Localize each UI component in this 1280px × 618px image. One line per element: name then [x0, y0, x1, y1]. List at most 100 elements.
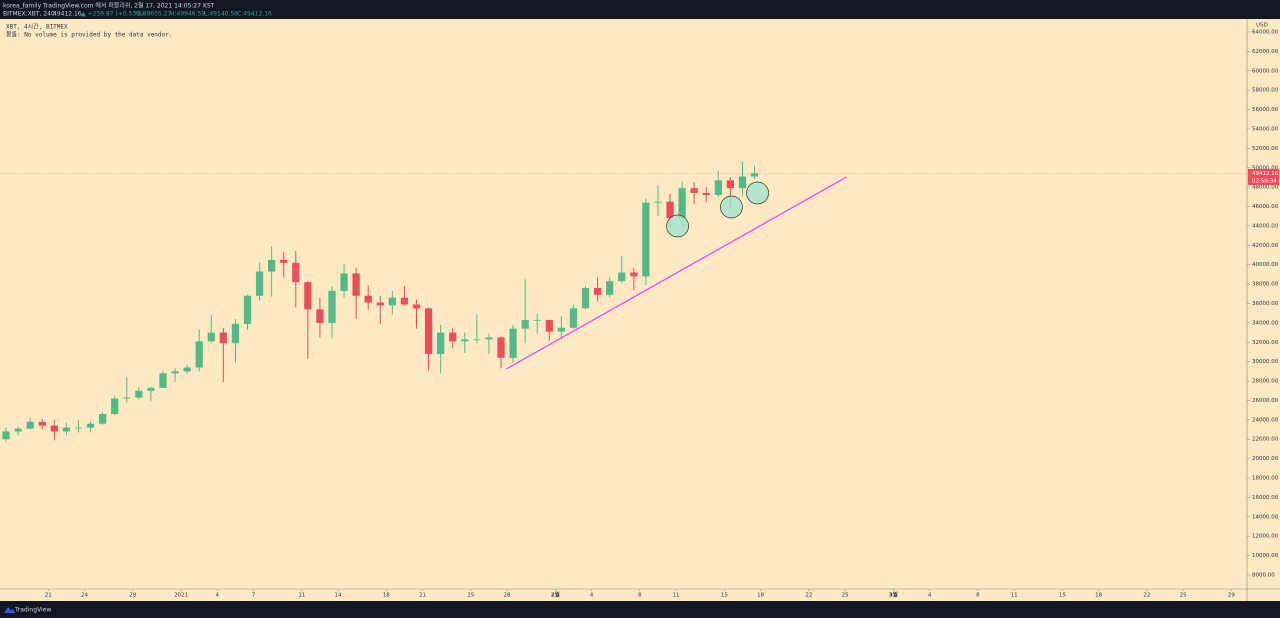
highlight-circle — [666, 214, 689, 238]
last-price-label: 49412.16 — [1252, 171, 1279, 177]
x-tick-label: 3월 — [889, 591, 898, 599]
x-tick-label: 25 — [467, 593, 474, 599]
y-tick-label: 40000.00 — [1252, 262, 1279, 268]
x-tick-label: 11 — [673, 593, 680, 599]
x-tick-label: 24 — [81, 593, 88, 599]
candle-body — [642, 202, 650, 277]
candle-body — [388, 297, 396, 306]
candle-body — [243, 295, 252, 324]
candle-body — [545, 319, 553, 332]
y-tick-label: 28000.00 — [1252, 379, 1279, 385]
candle-body — [123, 397, 131, 399]
highlight-circle — [720, 195, 743, 219]
x-tick-label: 4 — [216, 593, 220, 599]
candle-body — [340, 273, 348, 291]
candle-body — [98, 414, 107, 424]
x-tick-label: 22 — [1143, 593, 1150, 599]
countdown: 02:50:34 — [1252, 178, 1277, 184]
candle-body — [280, 259, 288, 263]
brand-name: TradingView — [14, 607, 51, 614]
y-tick-label: 24000.00 — [1252, 417, 1279, 423]
candle-body — [485, 337, 493, 340]
x-tick-label: 15 — [1059, 593, 1066, 599]
y-tick-label: 14000.00 — [1252, 514, 1279, 520]
y-tick-label: 38000.00 — [1252, 282, 1279, 288]
candle-body — [50, 425, 58, 432]
x-tick-label: 8 — [638, 593, 642, 599]
candle-body — [750, 173, 759, 177]
top-bar — [0, 0, 1280, 19]
y-tick-label: 44000.00 — [1252, 223, 1279, 229]
x-tick-label: 7 — [252, 593, 256, 599]
candle-body — [304, 282, 312, 310]
x-tick-label: 18 — [383, 593, 390, 599]
x-tick-label: 28 — [504, 593, 511, 599]
x-tick-label: 4 — [590, 593, 594, 599]
candle-body — [135, 390, 143, 398]
x-tick-label: 15 — [721, 593, 728, 599]
chart-title: XBT, 4시간, BITMEX — [6, 23, 68, 31]
y-tick-label: 56000.00 — [1252, 107, 1279, 113]
candle-body — [38, 421, 46, 426]
bottom-bar — [0, 601, 1280, 618]
candle-body — [74, 427, 83, 429]
y-tick-label: 52000.00 — [1252, 146, 1279, 152]
candle-body — [159, 373, 167, 388]
candle-body — [183, 367, 191, 372]
y-tick-label: 54000.00 — [1252, 126, 1279, 132]
candle-body — [593, 287, 602, 295]
candle-body — [533, 319, 541, 321]
candle-body — [521, 319, 529, 329]
y-tick-label: 20000.00 — [1252, 456, 1279, 462]
candle-body — [424, 308, 433, 354]
candle-body — [497, 337, 505, 358]
y-tick-label: 16000.00 — [1252, 495, 1279, 501]
candle-body — [292, 262, 300, 283]
y-tick-label: 32000.00 — [1252, 340, 1279, 346]
candle-body — [147, 387, 155, 391]
candle-body — [328, 290, 336, 323]
y-tick-label: 46000.00 — [1252, 204, 1279, 210]
candle-body — [219, 332, 227, 344]
candle-body — [557, 327, 565, 332]
x-tick-label: 21 — [45, 593, 52, 599]
x-tick-label: 2월 — [551, 591, 560, 599]
candle-body — [690, 188, 698, 193]
candle-body — [678, 188, 686, 219]
x-tick-label: 28 — [129, 593, 136, 599]
y-tick-label: 62000.00 — [1252, 49, 1279, 55]
logo — [4, 607, 15, 613]
y-tick-label: 10000.00 — [1252, 553, 1279, 559]
y-tick-label: 22000.00 — [1252, 437, 1279, 443]
y-tick-label: 8000.00 — [1252, 572, 1275, 578]
y-tick-label: 12000.00 — [1252, 534, 1279, 540]
candle-body — [654, 201, 662, 203]
x-tick-label: 4 — [928, 593, 932, 599]
x-tick-label: 18 — [757, 593, 764, 599]
candle-body — [581, 287, 590, 309]
candle-body — [231, 323, 240, 344]
candle-body — [86, 423, 95, 428]
candle-body — [461, 339, 469, 342]
candle-body — [195, 341, 203, 368]
candle-body — [400, 297, 409, 305]
candle-body — [207, 332, 215, 342]
candle-body — [630, 272, 638, 277]
brand[interactable]: TradingView — [4, 607, 51, 614]
chart-subtitle: 볼륨: No volume is provided by the data ve… — [6, 32, 172, 39]
candle-body — [618, 272, 626, 282]
candle-body — [14, 428, 22, 432]
candles — [2, 161, 759, 443]
candle-body — [255, 271, 264, 296]
x-tick-label: 25 — [842, 593, 849, 599]
candle-body — [509, 328, 517, 358]
candle-body — [26, 421, 34, 429]
price: 49412.16 — [53, 11, 82, 18]
candle-body — [171, 371, 179, 374]
candle-body — [376, 302, 384, 306]
close: C:49412.16 — [237, 11, 272, 18]
candle-body — [714, 180, 722, 195]
high: H:49946.59 — [170, 11, 205, 18]
candle-body — [352, 273, 360, 296]
